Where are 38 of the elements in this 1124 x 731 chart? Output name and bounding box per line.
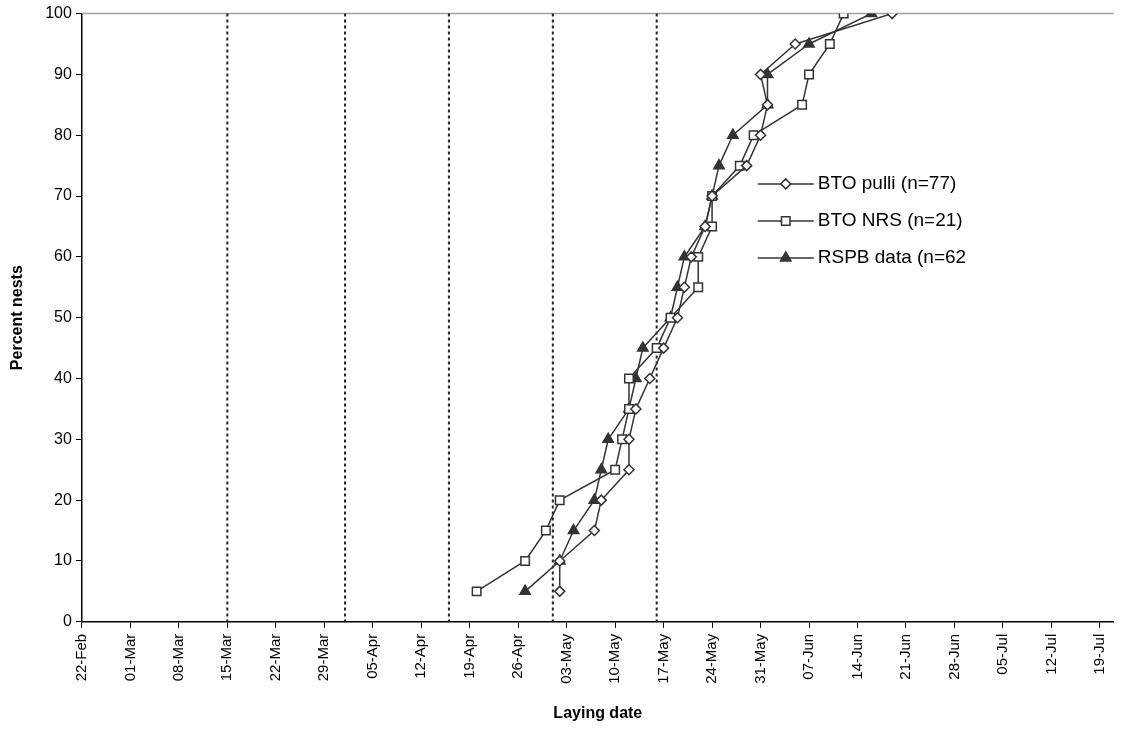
x-tick-label: 28-Jun bbox=[944, 633, 962, 680]
x-tick-label: 15-Mar bbox=[217, 633, 235, 682]
x-tick-label: 12-Jul bbox=[1041, 633, 1059, 675]
x-tick-label: 19-Jul bbox=[1090, 633, 1108, 675]
x-tick-label: 17-May bbox=[653, 633, 671, 684]
y-tick-label: 20 bbox=[54, 490, 72, 508]
legend-label: BTO pulli (n=77) bbox=[817, 172, 957, 194]
x-tick-label: 21-Jun bbox=[896, 633, 914, 680]
y-axis-title: Percent nests bbox=[8, 265, 26, 371]
legend-label: BTO NRS (n=21) bbox=[817, 209, 963, 231]
x-tick-label: 05-Apr bbox=[362, 633, 380, 679]
x-tick-label: 31-May bbox=[750, 633, 768, 684]
x-tick-label: 08-Mar bbox=[168, 633, 186, 682]
x-axis-title: Laying date bbox=[553, 703, 643, 721]
x-tick-label: 19-Apr bbox=[459, 633, 477, 679]
y-tick-label: 10 bbox=[54, 551, 72, 569]
x-tick-label: 07-Jun bbox=[799, 633, 817, 680]
legend-label: RSPB data (n=62 bbox=[817, 246, 967, 268]
x-tick-label: 29-Mar bbox=[314, 633, 332, 682]
y-tick-label: 30 bbox=[54, 429, 72, 447]
x-tick-label: 12-Apr bbox=[411, 633, 429, 679]
y-tick-label: 40 bbox=[54, 368, 72, 386]
x-tick-label: 26-Apr bbox=[508, 633, 526, 679]
y-tick-label: 50 bbox=[54, 308, 72, 326]
x-tick-label: 14-Jun bbox=[847, 633, 865, 680]
y-tick-label: 90 bbox=[54, 64, 72, 82]
x-tick-label: 01-Mar bbox=[120, 633, 138, 682]
x-tick-label: 22-Mar bbox=[265, 633, 283, 682]
x-tick-label: 05-Jul bbox=[993, 633, 1011, 675]
x-tick-label: 24-May bbox=[702, 633, 720, 684]
y-tick-label: 80 bbox=[54, 125, 72, 143]
y-tick-label: 100 bbox=[45, 4, 72, 22]
x-tick-label: 03-May bbox=[556, 633, 574, 684]
x-tick-label: 22-Feb bbox=[72, 633, 90, 682]
y-tick-label: 0 bbox=[62, 612, 72, 630]
y-tick-label: 70 bbox=[54, 186, 72, 204]
x-tick-label: 10-May bbox=[605, 633, 623, 684]
y-tick-label: 60 bbox=[54, 247, 72, 265]
